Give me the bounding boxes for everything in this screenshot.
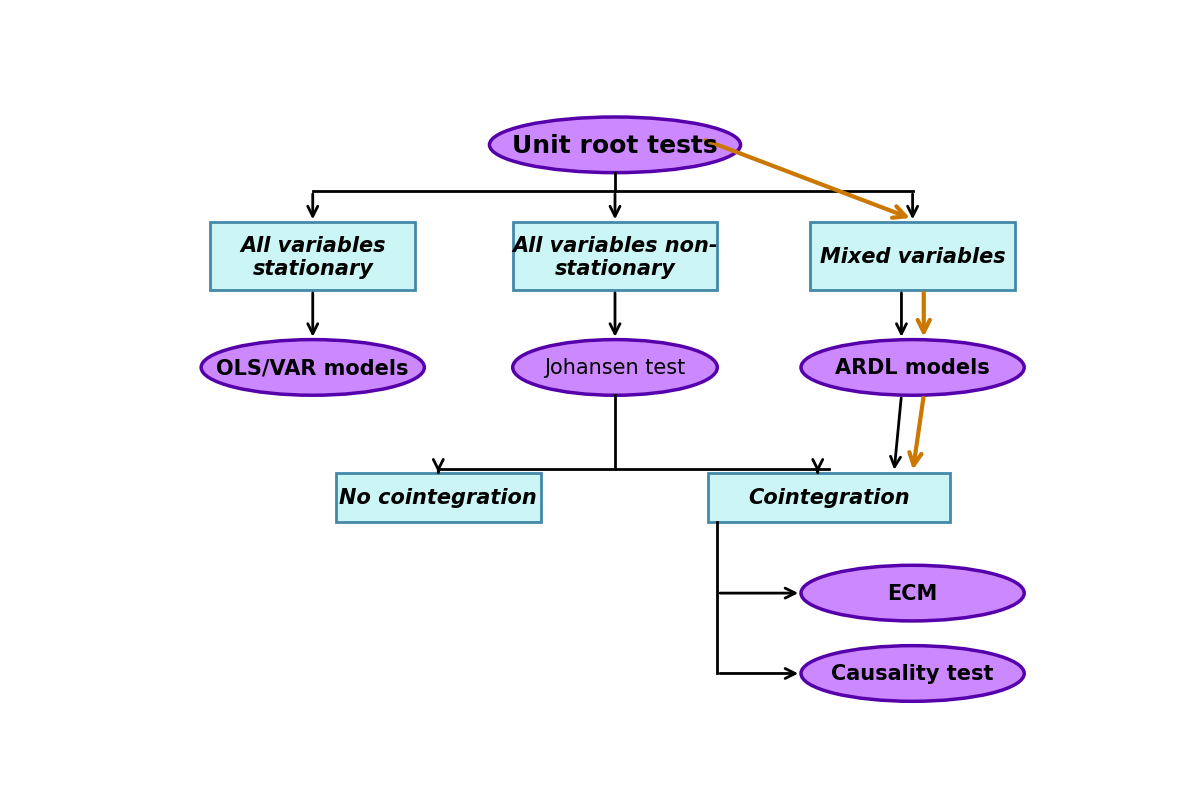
Text: OLS/VAR models: OLS/VAR models <box>216 358 409 378</box>
Ellipse shape <box>490 118 740 173</box>
FancyBboxPatch shape <box>210 223 415 291</box>
Text: Mixed variables: Mixed variables <box>820 247 1006 267</box>
Text: No cointegration: No cointegration <box>340 488 538 508</box>
Text: Unit root tests: Unit root tests <box>512 134 718 158</box>
Text: Cointegration: Cointegration <box>748 488 910 508</box>
Text: ARDL models: ARDL models <box>835 358 990 378</box>
Text: Causality test: Causality test <box>832 663 994 683</box>
FancyBboxPatch shape <box>336 473 541 522</box>
FancyBboxPatch shape <box>708 473 950 522</box>
Ellipse shape <box>802 565 1024 621</box>
FancyBboxPatch shape <box>512 223 718 291</box>
Ellipse shape <box>512 340 718 395</box>
Ellipse shape <box>802 340 1024 395</box>
Text: All variables
stationary: All variables stationary <box>240 235 385 278</box>
Text: ECM: ECM <box>888 583 937 603</box>
Ellipse shape <box>802 646 1024 702</box>
Ellipse shape <box>202 340 425 395</box>
Text: Johansen test: Johansen test <box>545 358 685 378</box>
Text: All variables non-
stationary: All variables non- stationary <box>512 235 718 278</box>
FancyBboxPatch shape <box>810 223 1015 291</box>
